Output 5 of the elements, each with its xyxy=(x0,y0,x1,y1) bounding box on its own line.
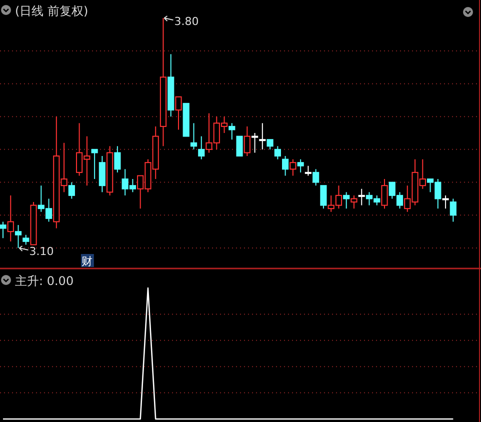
text: 财 xyxy=(81,255,92,268)
chart-title: 主升: 0.00 xyxy=(15,274,74,288)
annotation: 3.10 xyxy=(29,245,54,258)
annotation: 3.80 xyxy=(174,15,199,28)
chart-title: (日线 前复权) xyxy=(15,4,88,18)
